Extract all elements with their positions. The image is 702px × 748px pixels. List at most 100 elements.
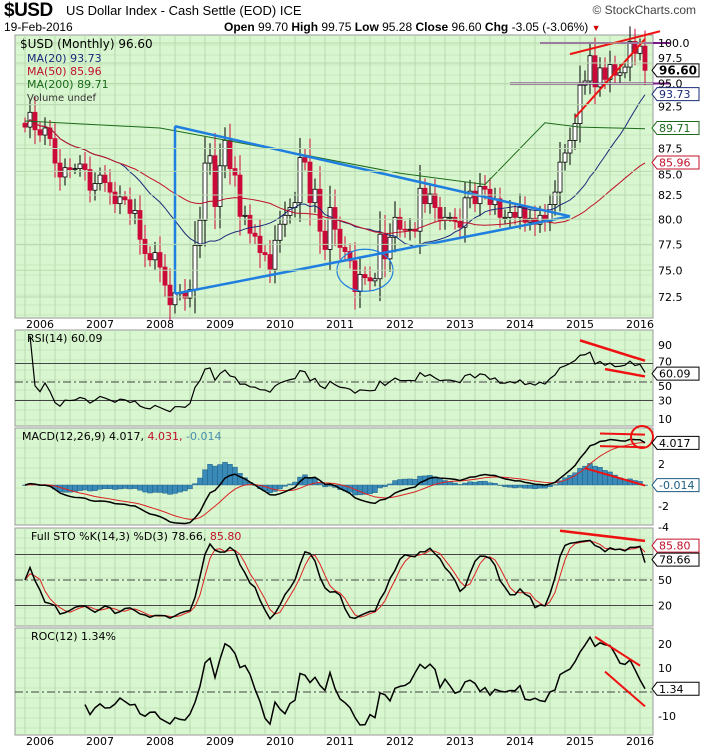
macd-hist-bar (262, 484, 268, 492)
candle-body (552, 191, 558, 206)
macd-hist-bar (462, 482, 468, 486)
legend-volume: Volume undef (27, 93, 97, 104)
macd-hist-bar (332, 484, 338, 488)
candle-body (117, 196, 123, 205)
x-tick-label: 2015 (566, 735, 594, 748)
candle-body (287, 207, 293, 216)
macd-hist-bar (557, 480, 563, 486)
candle-body (477, 186, 483, 205)
last-ma20-label: 93.73 (659, 88, 691, 101)
candle-body (197, 219, 203, 246)
annotation-red-line (599, 432, 646, 436)
macd-hist-bar (287, 483, 293, 486)
sto-d-line (24, 540, 646, 618)
candle-body (442, 216, 448, 221)
macd-hist-bar (247, 482, 253, 486)
down-triangle-icon: ▼ (591, 23, 601, 33)
macd-hist-bar (582, 465, 588, 486)
macd-hist-bar (637, 481, 643, 486)
macd-hist-bar (257, 484, 263, 489)
last-ma50-label: 85.96 (659, 157, 691, 170)
macd-hist-bar (452, 482, 458, 486)
candle-body (582, 80, 588, 86)
candle-body (407, 228, 413, 231)
last-close-label: 96.60 (659, 63, 697, 77)
last-macd-label-box (651, 435, 700, 450)
last-ma20-label-box (651, 87, 700, 102)
macd-hist-bar (427, 475, 433, 486)
candle-body (132, 210, 138, 214)
candle-body (387, 236, 393, 260)
candle-body (642, 45, 648, 71)
macd-hist-bar (527, 484, 533, 489)
candle-body (147, 253, 153, 261)
x-tick-label: 2010 (266, 318, 294, 331)
candle-body (417, 187, 423, 232)
macd-hist-bar (617, 477, 623, 486)
panel-sto (14, 527, 654, 627)
macd-hist-bar (367, 484, 373, 495)
macd-hist-bar (552, 484, 558, 486)
candle-body (382, 233, 388, 260)
candle-body (372, 278, 378, 282)
macd-hist-bar (277, 484, 283, 490)
macd-hist-bar (222, 461, 228, 486)
macd-hist-bar (482, 480, 488, 486)
x-tick-label: 2013 (446, 735, 474, 748)
candle-body (342, 247, 348, 252)
macd-hist-bar (42, 484, 48, 486)
macd-hist-bar (622, 479, 628, 486)
legend-ma20: MA(20) 93.73 (27, 52, 102, 65)
legend-sto-k: Full STO %K(14,3) %D(3) 78.66, (31, 530, 206, 543)
macd-hist-bar (407, 478, 413, 486)
candle-body (257, 235, 263, 253)
legend-ma200: MA(200) 89.71 (27, 78, 109, 91)
macd-hist-bar (187, 484, 193, 490)
macd-hist-bar (292, 481, 298, 486)
macd-hist-bar (227, 464, 233, 486)
macd-tick-label: 2 (658, 458, 665, 471)
last-ma200-label-box (651, 121, 700, 135)
macd-hist-bar (132, 484, 138, 489)
macd-hist-bar (147, 484, 153, 494)
exchange: ICE (279, 3, 302, 18)
candle-body (397, 216, 403, 230)
candle-body (57, 162, 63, 178)
candle-body (467, 190, 473, 199)
candle-body (612, 64, 618, 76)
candle-body (207, 155, 213, 164)
macd-hist-bar (267, 484, 273, 494)
macd-hist-bar (392, 480, 398, 486)
candle-body (617, 72, 623, 76)
price-tick-label: 92.5 (658, 101, 683, 114)
candle-body (577, 84, 583, 125)
x-tick-label: 2013 (446, 318, 474, 331)
macd-hist-bar (627, 478, 633, 486)
macd-hist-bar (272, 484, 278, 492)
candle-body (337, 228, 343, 248)
legend-roc: ROC(12) 1.34% (31, 630, 116, 643)
candle-body (272, 239, 278, 270)
close-label: Close (415, 20, 449, 34)
last-rsi-label: 60.09 (659, 368, 691, 381)
ma50-line (24, 118, 646, 234)
brand-link[interactable]: © StockCharts.com (592, 3, 696, 17)
macd-hist-bar (507, 484, 513, 488)
x-tick-label: 2015 (566, 318, 594, 331)
macd-signal-line (24, 442, 646, 520)
last-sto-k-label: 78.66 (659, 554, 691, 567)
macd-hist-bar (32, 484, 38, 486)
candle-body (242, 214, 248, 217)
annotation-red-line (559, 529, 646, 543)
macd-hist-bar (22, 484, 28, 486)
candle-body (462, 197, 468, 228)
annotation-blue-ellipse (336, 248, 394, 292)
candle-body (542, 214, 548, 222)
macd-hist-bar (382, 484, 388, 487)
macd-hist-bar (372, 484, 378, 493)
macd-hist-bar (167, 484, 173, 495)
candle-body (127, 199, 133, 214)
macd-hist-bar (312, 477, 318, 486)
macd-hist-bar (377, 484, 383, 489)
macd-hist-bar (27, 483, 33, 486)
